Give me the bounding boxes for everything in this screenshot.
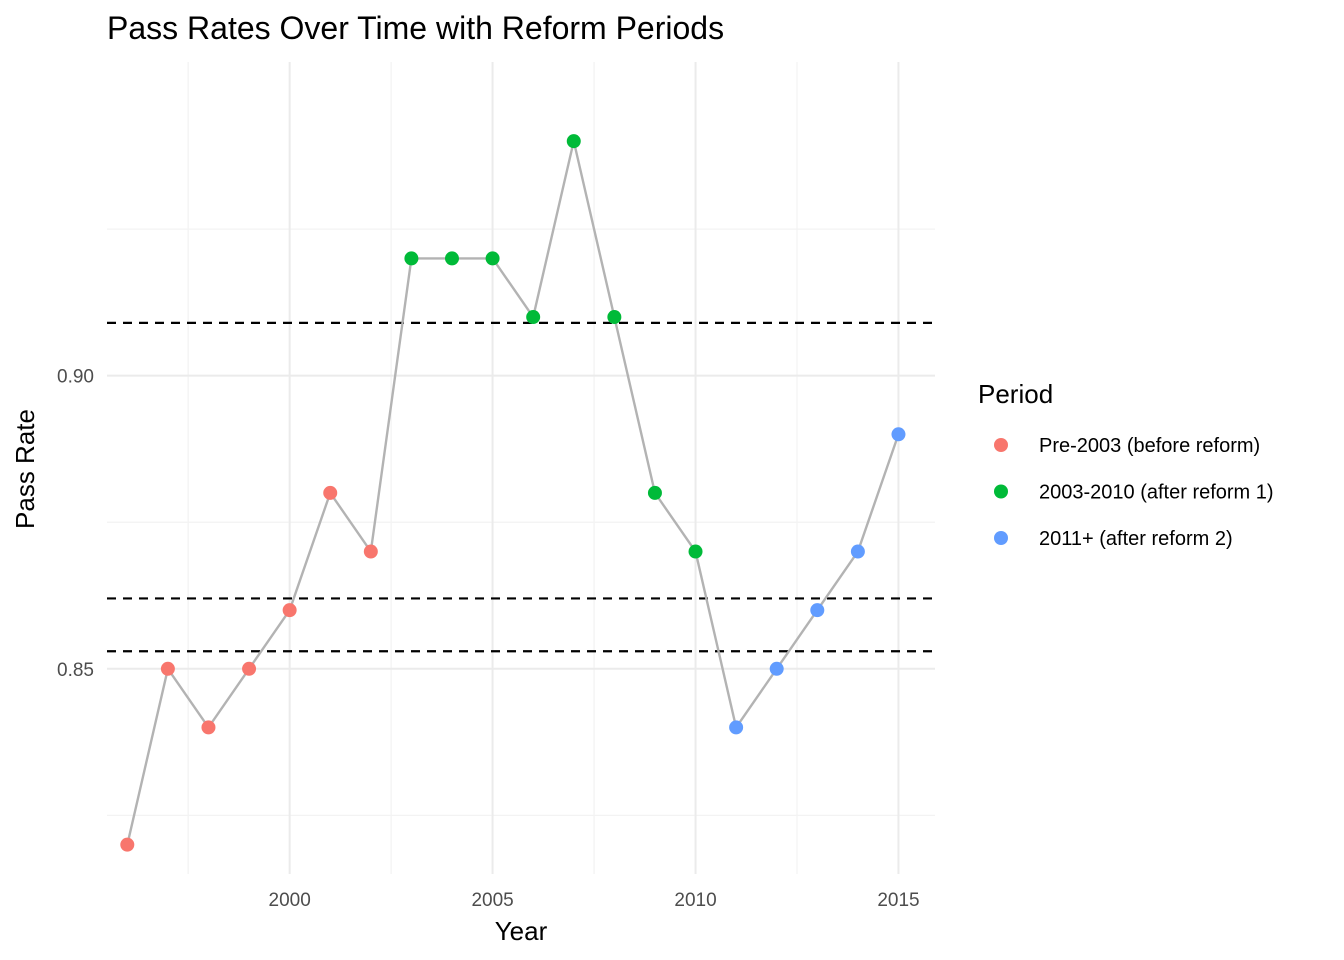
legend-title: Period [978, 379, 1053, 409]
data-point-1998 [201, 720, 216, 735]
data-point-2003 [404, 251, 419, 266]
data-point-2013 [810, 603, 825, 618]
legend-label-1: 2003-2010 (after reform 1) [1039, 482, 1274, 504]
x-tick-label: 2010 [674, 890, 716, 911]
data-point-2011 [729, 720, 744, 735]
data-point-2006 [526, 310, 541, 325]
legend-label-2: 2011+ (after reform 2) [1039, 528, 1233, 550]
y-tick-label: 0.90 [57, 367, 94, 388]
grid [107, 62, 935, 874]
data-point-2009 [647, 485, 662, 500]
legend-key-1 [994, 484, 1008, 499]
reference-lines [107, 321, 935, 653]
data-point-1996 [120, 837, 135, 852]
data-point-2002 [363, 544, 378, 559]
data-point-2014 [850, 544, 865, 559]
x-tick-label: 2000 [269, 890, 311, 911]
trend-line [126, 140, 900, 845]
legend-label-0: Pre-2003 (before reform) [1039, 435, 1260, 457]
data-point-2004 [445, 251, 459, 266]
data-point-2001 [323, 485, 338, 500]
data-point-2010 [688, 544, 703, 559]
legend-key-0 [994, 438, 1008, 452]
x-axis-ticks: 2000 2005 2010 2015 [269, 890, 920, 911]
y-axis-title: Pass Rate [10, 409, 40, 529]
data-point-2007 [566, 134, 581, 149]
y-tick-label: 0.85 [57, 660, 94, 681]
legend: Period Pre-2003 (before reform) 2003-2010… [978, 379, 1274, 550]
data-point-2000 [282, 603, 297, 618]
x-axis-title: Year [495, 916, 548, 946]
legend-key-2 [994, 531, 1008, 545]
data-points [120, 134, 906, 852]
legend-items: Pre-2003 (before reform) 2003-2010 (after… [994, 435, 1274, 550]
data-point-2005 [485, 251, 500, 266]
chart-title: Pass Rates Over Time with Reform Periods [107, 10, 724, 46]
x-tick-label: 2005 [471, 890, 513, 911]
x-tick-label: 2015 [877, 890, 919, 911]
y-axis-ticks: 0.85 0.90 [57, 367, 94, 681]
data-point-2015 [891, 427, 906, 442]
data-point-1999 [242, 661, 257, 676]
data-point-2008 [607, 310, 622, 325]
data-point-2012 [769, 661, 784, 676]
data-point-1997 [160, 661, 175, 676]
